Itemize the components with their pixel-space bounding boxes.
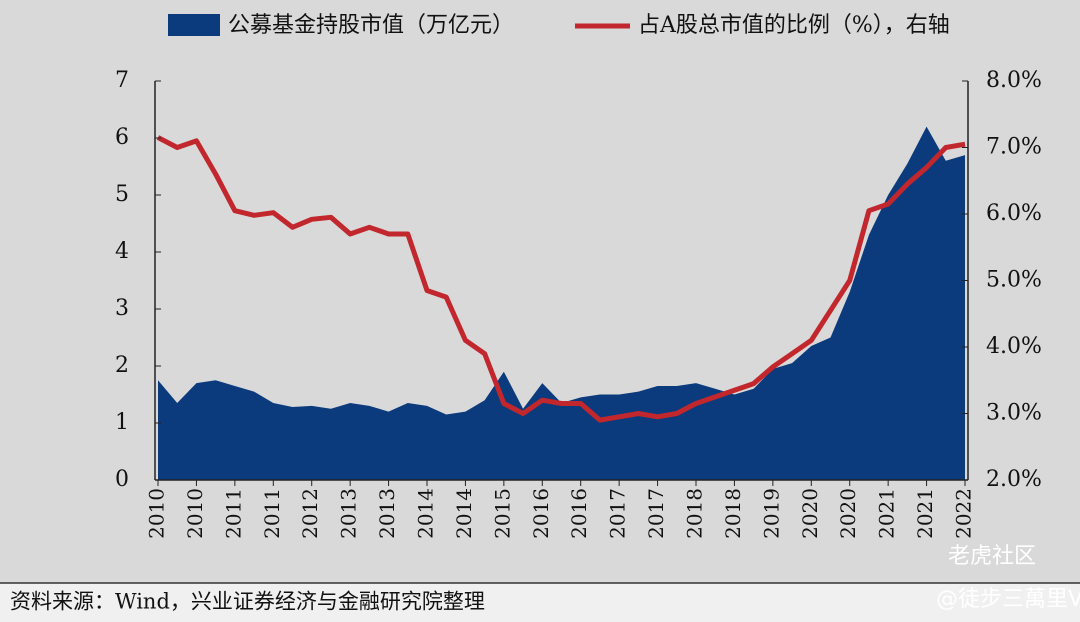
- y2-tick-label: 8.0%: [986, 68, 1042, 93]
- y2-tick-label: 5.0%: [986, 268, 1042, 293]
- x-tick-label: 2020: [798, 488, 822, 539]
- x-tick-label: 2016: [529, 488, 553, 539]
- x-tick-label: 2017: [644, 488, 668, 539]
- y2-tick-label: 3.0%: [986, 401, 1042, 426]
- x-tick-label: 2018: [683, 488, 707, 539]
- x-tick-label: 2014: [452, 488, 476, 539]
- y-tick-label: 4: [115, 239, 129, 264]
- x-tick-label: 2020: [836, 488, 860, 539]
- x-tick-label: 2018: [721, 488, 745, 539]
- source: 资料来源：Wind，兴业证券经济与金融研究院整理: [10, 590, 485, 614]
- x-tick-label: 2019: [759, 488, 783, 539]
- x-tick-label: 2011: [221, 488, 245, 539]
- x-tick-label: 2013: [375, 488, 399, 539]
- y-tick-label: 6: [115, 125, 129, 150]
- watermark: 老虎社区: [948, 544, 1036, 569]
- area: [158, 126, 965, 480]
- x-tick-label: 2017: [606, 488, 630, 539]
- footer-bg: [0, 583, 1080, 622]
- y-tick-label: 1: [115, 410, 129, 435]
- legend-swatch-area: [168, 14, 220, 36]
- x-tick-label: 2021: [875, 488, 899, 539]
- y-tick-label: 5: [115, 182, 129, 207]
- x-tick-label: 2013: [337, 488, 361, 539]
- legend-label: 公募基金持股市值（万亿元）: [228, 13, 514, 38]
- x-tick-label: 2016: [567, 488, 591, 539]
- y-tick-label: 3: [115, 296, 129, 321]
- x-tick-label: 2011: [260, 488, 284, 539]
- y2-tick-label: 7.0%: [986, 135, 1042, 160]
- line: [156, 135, 966, 423]
- y-tick-label: 2: [115, 353, 129, 378]
- legend-label: 占A股总市值的比例（%），右轴: [638, 13, 950, 38]
- y2-tick-label: 2.0%: [986, 467, 1042, 492]
- x-tick-label: 2010: [145, 488, 169, 539]
- x-tick-label: 2010: [183, 488, 207, 539]
- y2-tick-label: 6.0%: [986, 201, 1042, 226]
- x-tick-label: 2015: [490, 488, 514, 539]
- x-tick-label: 2014: [414, 488, 438, 539]
- y-tick-label: 7: [115, 68, 129, 93]
- x-tick-label: 2021: [913, 488, 937, 539]
- x-tick-label: 2012: [298, 488, 322, 539]
- watermark: @徒步三萬里V: [936, 587, 1080, 612]
- x-tick-label: 2022: [952, 488, 976, 539]
- y2-tick-label: 4.0%: [986, 334, 1042, 359]
- y-tick-label: 0: [115, 467, 129, 492]
